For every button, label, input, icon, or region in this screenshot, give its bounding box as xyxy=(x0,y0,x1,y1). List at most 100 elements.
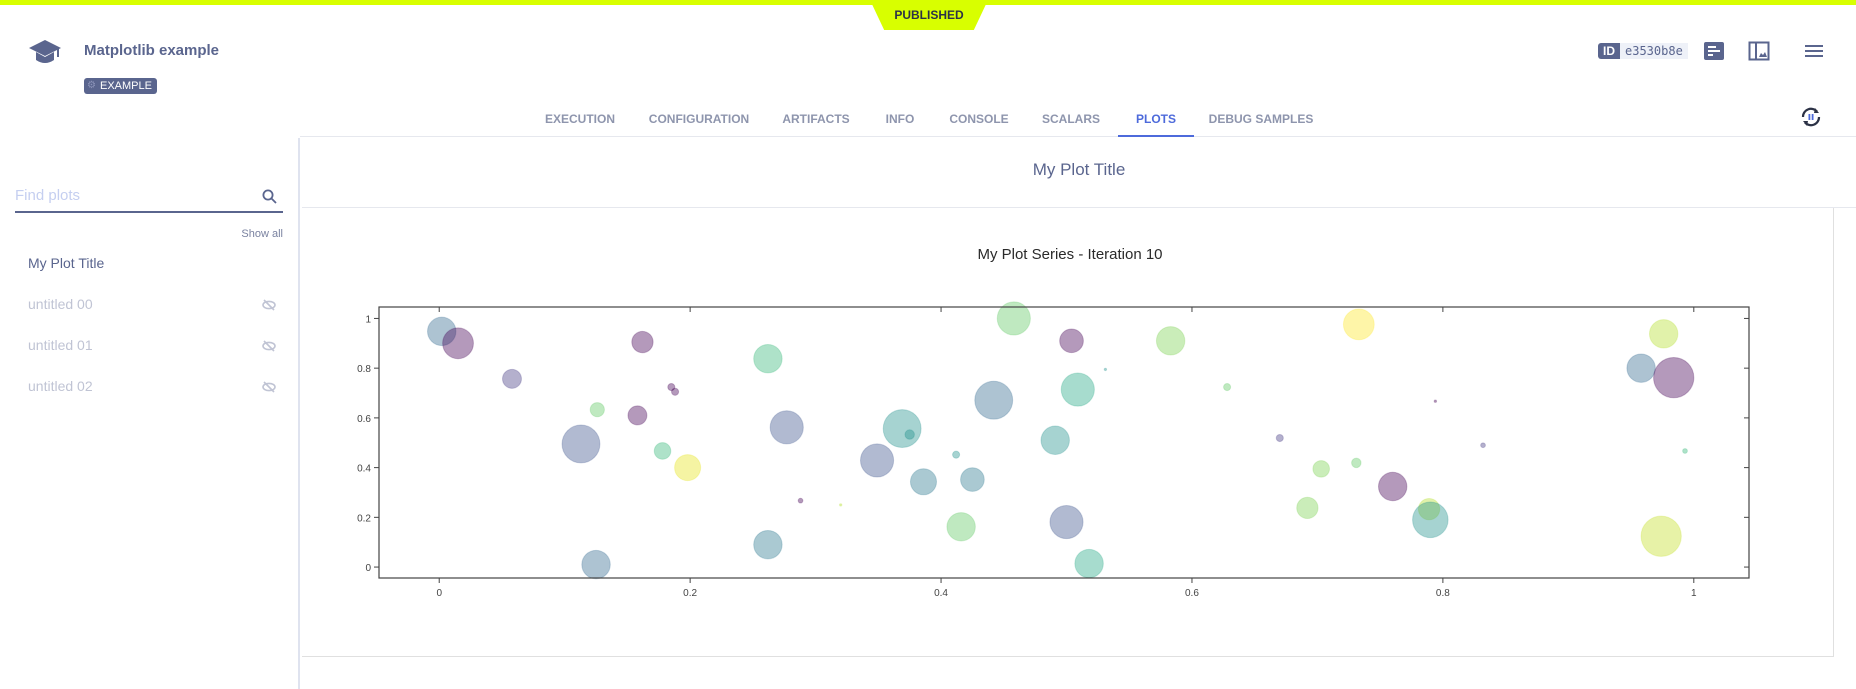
data-point[interactable] xyxy=(1682,448,1688,454)
data-point[interactable] xyxy=(589,402,605,418)
data-point[interactable] xyxy=(581,549,611,580)
data-point[interactable] xyxy=(769,410,804,445)
data-point[interactable] xyxy=(427,316,457,347)
data-point[interactable] xyxy=(1417,497,1441,521)
plots-sidebar xyxy=(0,138,300,689)
chart-title: My Plot Series - Iteration 10 xyxy=(977,246,1163,263)
y-tick-label: 0 xyxy=(365,563,371,574)
data-point[interactable] xyxy=(1275,433,1284,443)
data-point[interactable] xyxy=(797,497,804,504)
sidebar-item-untitled-02[interactable]: untitled 02 xyxy=(28,378,93,394)
graduation-cap-icon xyxy=(29,40,61,63)
data-point[interactable] xyxy=(1040,425,1070,455)
data-point[interactable] xyxy=(1059,328,1084,354)
x-tick-label: 0.2 xyxy=(683,588,697,599)
sidebar-item-untitled-01[interactable]: untitled 01 xyxy=(28,337,93,353)
search-icon[interactable] xyxy=(262,189,277,204)
y-tick-label: 0.2 xyxy=(357,513,371,524)
find-plots-input[interactable]: Find plots xyxy=(15,185,283,213)
tab-execution[interactable]: EXECUTION xyxy=(544,112,616,126)
data-point[interactable] xyxy=(1653,356,1695,399)
show-all-link[interactable]: Show all xyxy=(241,228,283,240)
published-badge: PUBLISHED xyxy=(870,0,988,30)
plot-group-title: My Plot Title xyxy=(1032,160,1126,179)
sidebar-item-my-plot-title[interactable]: My Plot Title xyxy=(28,255,105,271)
tab-console[interactable]: CONSOLE xyxy=(949,112,1009,126)
details-icon[interactable] xyxy=(1703,41,1725,61)
data-point[interactable] xyxy=(1060,372,1095,407)
id-value: e3530b8e xyxy=(1620,43,1688,59)
data-point[interactable] xyxy=(753,344,783,374)
plot-card xyxy=(302,208,1834,657)
data-point[interactable] xyxy=(859,443,895,478)
tab-configuration[interactable]: CONFIGURATION xyxy=(648,112,750,126)
tab-bar: EXECUTION CONFIGURATION ARTIFACTS INFO C… xyxy=(300,105,1856,137)
data-point[interactable] xyxy=(1312,460,1330,478)
data-point[interactable] xyxy=(946,512,976,542)
data-point[interactable] xyxy=(442,327,474,360)
data-point[interactable] xyxy=(1074,548,1104,579)
menu-icon[interactable] xyxy=(1803,41,1825,61)
y-tick-label: 0.6 xyxy=(357,414,371,425)
divider xyxy=(302,207,1856,208)
data-point[interactable] xyxy=(671,387,680,396)
data-point[interactable] xyxy=(502,368,522,389)
data-point[interactable] xyxy=(882,409,922,449)
data-point[interactable] xyxy=(561,424,601,464)
data-point[interactable] xyxy=(904,429,915,440)
data-point[interactable] xyxy=(674,454,702,482)
task-id-badge[interactable]: ID e3530b8e xyxy=(1598,43,1688,59)
tab-plots[interactable]: PLOTS xyxy=(1117,105,1195,137)
data-point[interactable] xyxy=(1103,367,1108,372)
x-tick-label: 0 xyxy=(436,588,442,599)
data-point[interactable] xyxy=(1351,457,1362,469)
data-point[interactable] xyxy=(996,301,1031,336)
eye-off-icon[interactable] xyxy=(262,299,276,311)
data-point[interactable] xyxy=(974,380,1014,420)
data-point[interactable] xyxy=(1223,383,1232,392)
data-point[interactable] xyxy=(1626,353,1656,383)
data-point[interactable] xyxy=(960,467,985,492)
data-point[interactable] xyxy=(1480,442,1486,449)
y-tick-label: 0.4 xyxy=(357,464,371,475)
eye-off-icon[interactable] xyxy=(262,381,276,393)
tab-artifacts[interactable]: ARTIFACTS xyxy=(782,112,850,126)
x-tick-label: 1 xyxy=(1691,588,1697,599)
tab-debug-samples[interactable]: DEBUG SAMPLES xyxy=(1208,112,1314,126)
search-placeholder: Find plots xyxy=(15,187,81,204)
tab-info[interactable]: INFO xyxy=(885,112,915,126)
y-tick-label: 1 xyxy=(365,314,371,325)
data-point[interactable] xyxy=(952,450,961,459)
data-point[interactable] xyxy=(1296,496,1319,520)
auto-refresh-pause-icon[interactable] xyxy=(1799,105,1823,129)
task-title: Matplotlib example xyxy=(84,42,220,59)
x-tick-label: 0.4 xyxy=(934,588,948,599)
data-point[interactable] xyxy=(653,442,672,460)
data-point[interactable] xyxy=(1433,399,1438,403)
tag-label: EXAMPLE xyxy=(100,80,152,92)
x-tick-label: 0.8 xyxy=(1436,588,1450,599)
data-point[interactable] xyxy=(753,529,783,560)
data-point[interactable] xyxy=(1342,308,1375,341)
data-point[interactable] xyxy=(631,330,654,354)
data-point[interactable] xyxy=(1640,515,1682,557)
layout-icon[interactable] xyxy=(1748,41,1770,61)
data-point[interactable] xyxy=(627,405,648,426)
data-point[interactable] xyxy=(667,383,676,392)
plot-frame xyxy=(378,306,1750,579)
gear-icon: ⚙ xyxy=(87,80,96,91)
data-point[interactable] xyxy=(1049,504,1084,540)
data-point[interactable] xyxy=(909,468,938,496)
id-label: ID xyxy=(1598,43,1620,59)
data-point[interactable] xyxy=(1412,501,1449,539)
eye-off-icon[interactable] xyxy=(262,340,276,352)
data-point[interactable] xyxy=(1648,319,1679,349)
tab-scalars[interactable]: SCALARS xyxy=(1041,112,1101,126)
data-point[interactable] xyxy=(839,503,843,507)
data-point[interactable] xyxy=(1155,326,1186,356)
y-tick-label: 0.8 xyxy=(357,364,371,375)
sidebar-item-untitled-00[interactable]: untitled 00 xyxy=(28,296,93,312)
data-point[interactable] xyxy=(1377,471,1408,502)
example-tag[interactable]: ⚙ EXAMPLE xyxy=(84,78,157,94)
